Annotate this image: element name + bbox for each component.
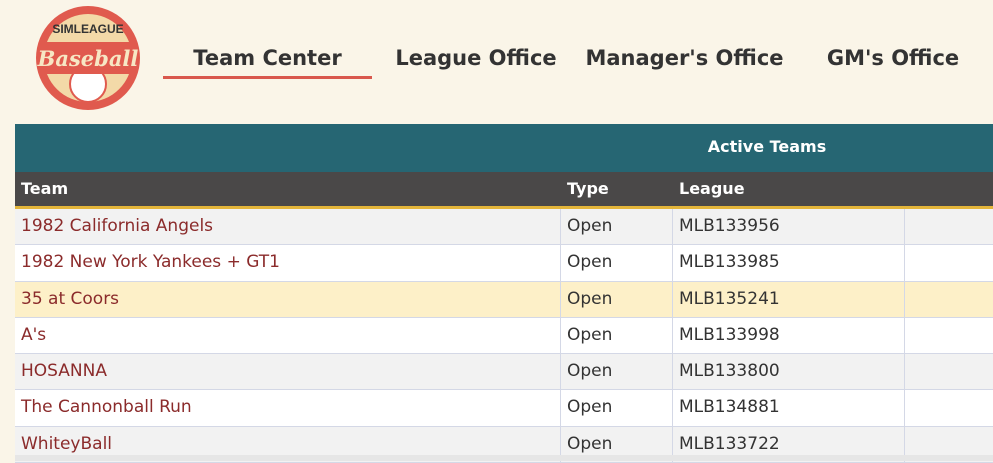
- table-cell: MLB133998: [673, 317, 905, 354]
- table-cell-empty: [905, 390, 993, 425]
- team-link[interactable]: 1982 California Angels: [15, 209, 561, 245]
- team-link[interactable]: HOSANNA: [15, 354, 561, 390]
- table-row: 1982 New York Yankees + GT1 Open MLB133985: [15, 245, 993, 282]
- table-cell: Open: [561, 317, 673, 354]
- table-cell: Open: [561, 390, 673, 426]
- table-cell: Open: [561, 245, 673, 281]
- table-cell-empty: [905, 282, 993, 317]
- table-footer: [15, 455, 993, 461]
- table-cell-empty: [905, 245, 993, 280]
- table-cell: MLB135241: [673, 281, 905, 317]
- table-cell: Open: [561, 354, 673, 390]
- table-row: 1982 California Angels Open MLB133956: [15, 209, 993, 246]
- table-cell-empty: [905, 354, 993, 389]
- table-body: 1982 California Angels Open MLB133956 1982 …: [15, 209, 993, 463]
- table-cell: MLB133800: [673, 354, 905, 390]
- team-link[interactable]: The Cannonball Run: [15, 390, 561, 426]
- table-title-bar: Active Teams: [15, 124, 993, 172]
- table-cell: MLB134881: [673, 390, 905, 426]
- table-cell-empty: [905, 318, 993, 353]
- table-row: A's Open MLB133998: [15, 317, 993, 355]
- logo-script: Baseball: [37, 46, 139, 71]
- logo-top: SIMLEAGUE: [52, 22, 123, 36]
- nav-item[interactable]: Team Center: [163, 40, 372, 79]
- nav-item[interactable]: Manager's Office: [585, 46, 784, 70]
- table-row: The Cannonball Run Open MLB134881: [15, 390, 993, 427]
- table-cell: Open: [561, 209, 673, 245]
- table-title: Active Teams: [707, 137, 827, 156]
- table-cell: MLB133985: [673, 245, 905, 281]
- table-cell-empty: [905, 209, 993, 244]
- logo-band: [38, 42, 138, 74]
- nav-item[interactable]: GM's Office: [826, 46, 960, 70]
- column-header[interactable]: Team: [21, 179, 69, 198]
- logo[interactable]: SIMLEAGUE Baseball: [34, 6, 142, 112]
- table-row: 35 at Coors Open MLB135241: [15, 281, 993, 318]
- team-link[interactable]: 1982 New York Yankees + GT1: [15, 245, 561, 281]
- team-link[interactable]: A's: [15, 317, 561, 354]
- team-link[interactable]: 35 at Coors: [15, 281, 561, 317]
- table-cell: MLB133956: [673, 209, 905, 245]
- table-header: Team Type League: [15, 172, 993, 209]
- table-row: HOSANNA Open MLB133800: [15, 354, 993, 391]
- table-cell: Open: [561, 281, 673, 317]
- table-cell: Open: [561, 426, 673, 463]
- team-link[interactable]: WhiteyBall: [15, 426, 561, 463]
- nav-item[interactable]: League Office: [395, 46, 557, 70]
- column-header[interactable]: Type: [567, 179, 609, 198]
- table-cell: MLB133722: [673, 426, 905, 463]
- column-header[interactable]: League: [679, 179, 745, 198]
